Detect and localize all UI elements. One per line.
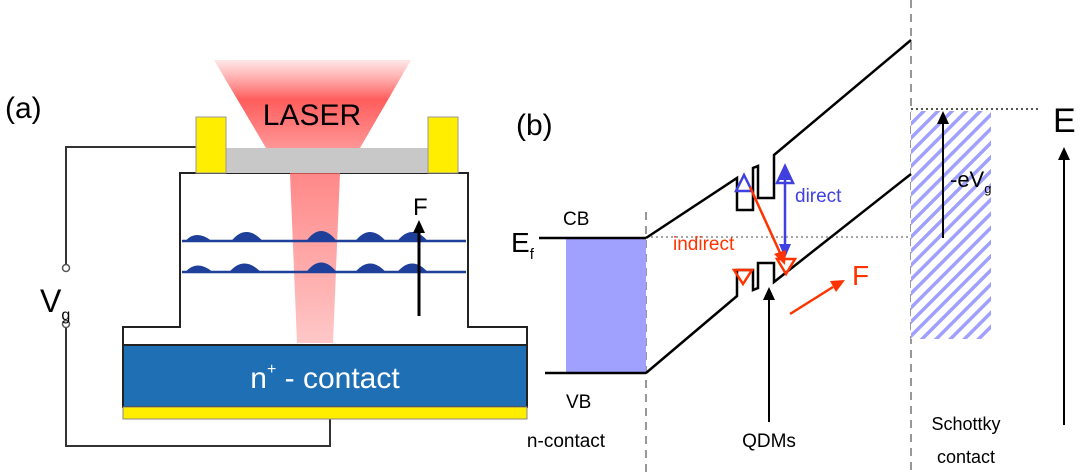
n-contact-label: n-contact	[527, 431, 606, 452]
field-label-a: F	[413, 194, 428, 221]
panel-b-label: (b)	[516, 109, 553, 142]
hole-level-right	[774, 257, 798, 277]
hole-level-left	[731, 268, 755, 287]
electron-level-left	[733, 172, 755, 193]
voltage-label: Vg	[40, 283, 70, 324]
direct-label: direct	[795, 186, 842, 207]
indirect-arrow	[748, 186, 783, 256]
field-arrow-b-head	[830, 280, 845, 292]
qd-layer-upper	[182, 231, 466, 243]
gold-contact-right	[427, 116, 459, 174]
indirect-arrow-head	[774, 250, 786, 265]
field-label-b: F	[852, 260, 869, 291]
terminal-bottom	[61, 319, 71, 329]
qdms-arrow-head	[763, 287, 775, 300]
n-contact-text: n+ - contact	[250, 361, 400, 395]
terminal-top	[61, 263, 71, 273]
qdms-label: QDMs	[742, 431, 796, 452]
field-arrow-b	[789, 285, 834, 316]
laser-beam	[290, 173, 340, 343]
energy-axis-head	[1058, 147, 1070, 160]
valence-band	[645, 173, 912, 374]
gold-contact-left	[195, 116, 227, 174]
schottky-label-2: contact	[937, 447, 995, 467]
conduction-band	[645, 39, 912, 240]
energy-label: E	[1053, 102, 1076, 140]
schottky-region	[911, 111, 991, 339]
wire-bottom	[65, 327, 331, 447]
direct-arrow-head-top	[779, 166, 791, 180]
voltage-arrow-head	[937, 111, 949, 124]
panel-a-label: (a)	[5, 92, 42, 125]
laser-label: LASER	[263, 99, 361, 132]
top-gate	[215, 148, 430, 173]
bottom-electrode	[122, 406, 528, 420]
wire-top	[65, 146, 198, 265]
field-arrow-a-head	[413, 220, 425, 233]
cb-label: CB	[563, 209, 589, 230]
laser-cone	[214, 60, 411, 148]
n-contact-layer	[122, 344, 528, 408]
indirect-label: indirect	[673, 234, 735, 255]
panel-a: (a) Vg n+ - contact LASER	[5, 60, 528, 447]
panel-b: (b) CB VB Ef direct	[511, 0, 1076, 472]
voltage-label-b: -eVg	[950, 167, 991, 196]
fermi-label: Ef	[511, 227, 535, 263]
filled-states	[566, 239, 646, 373]
schottky-label-1: Schottky	[931, 414, 1000, 434]
vb-label: VB	[566, 392, 591, 413]
